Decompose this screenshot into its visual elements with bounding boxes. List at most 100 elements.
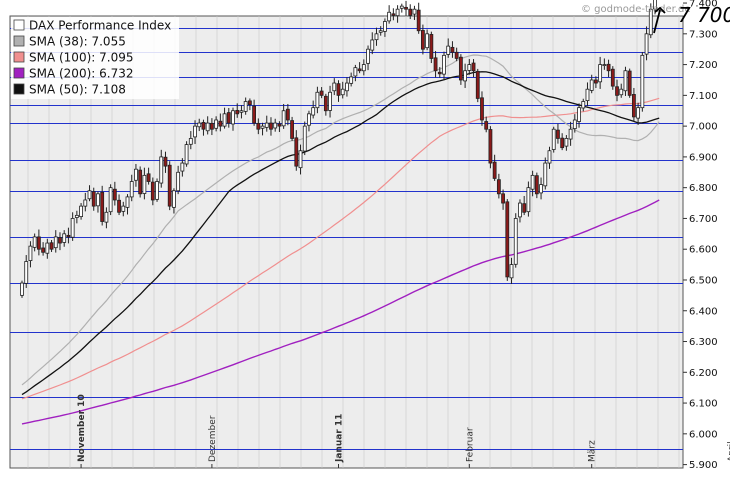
candle-body	[632, 94, 636, 118]
y-tick-label: 6.500	[689, 275, 718, 286]
candle-body	[572, 119, 577, 129]
candle-body	[539, 184, 543, 194]
annotation-text: 7 700	[678, 3, 730, 27]
candle-body	[340, 88, 345, 96]
candle-body	[534, 175, 539, 195]
candle-body	[243, 101, 248, 112]
watermark: © godmode-trader.de	[581, 4, 691, 15]
candle-body	[357, 68, 362, 72]
candle-body	[644, 33, 649, 55]
candle-body	[429, 34, 434, 59]
candle-body	[264, 122, 269, 128]
candle-body	[294, 137, 299, 167]
candle-body	[58, 237, 62, 244]
candle-body	[442, 54, 446, 75]
candle-body	[87, 190, 92, 200]
y-tick-label: 6.400	[689, 306, 718, 317]
candle-body	[83, 199, 88, 207]
candle-body	[277, 123, 282, 127]
candle-body	[564, 138, 569, 147]
candle-body	[585, 88, 590, 101]
candle-body	[247, 100, 252, 105]
candle-body	[319, 90, 324, 96]
candle-body	[302, 125, 307, 152]
legend-swatch	[13, 35, 25, 47]
candle-body	[374, 33, 379, 41]
candle-body	[155, 181, 159, 200]
candle-body	[349, 76, 354, 84]
y-tick-label: 6.600	[689, 245, 718, 256]
candle-body	[513, 218, 518, 265]
candle-body	[176, 171, 181, 192]
candle-body	[361, 64, 366, 72]
candle-body	[640, 54, 645, 109]
candle-body	[446, 45, 451, 55]
candle-body	[395, 8, 400, 17]
candle-body	[416, 9, 421, 32]
candle-body	[606, 63, 611, 72]
candle-body	[366, 48, 370, 64]
candle-body	[648, 8, 653, 36]
candle-body	[404, 6, 408, 10]
candle-body	[383, 21, 387, 32]
candle-body	[594, 79, 598, 84]
candle-body	[74, 214, 79, 218]
candle-body	[420, 30, 425, 50]
candle-body	[484, 121, 489, 130]
candle-body	[530, 174, 535, 190]
candle-body	[201, 122, 206, 130]
candle-body	[112, 188, 117, 201]
candle-body	[222, 113, 227, 127]
candle-body	[556, 129, 560, 139]
candle-body	[543, 162, 548, 187]
month-label: Dezember	[208, 415, 218, 462]
candle-body	[547, 150, 552, 164]
candle-body	[480, 97, 484, 121]
candle-body	[252, 105, 257, 124]
y-tick-label: 7.200	[689, 60, 718, 71]
candle-body	[298, 150, 303, 169]
candle-body	[581, 101, 586, 109]
candle-body	[454, 51, 459, 59]
candle-body	[172, 190, 176, 208]
candle-body	[62, 233, 67, 243]
candle-body	[269, 122, 273, 130]
legend-label: SMA (38): 7.055	[29, 35, 126, 49]
candle-body	[501, 193, 505, 204]
candle-body	[226, 112, 231, 124]
candle-body	[463, 70, 468, 82]
candle-body	[378, 30, 383, 33]
sma-200-line	[21, 199, 660, 425]
candle-body	[96, 193, 100, 207]
y-tick-label: 7.300	[689, 29, 718, 40]
candle-body	[488, 129, 493, 164]
y-tick-label: 6.000	[689, 429, 718, 440]
candle-body	[399, 5, 404, 9]
month-label: April	[727, 441, 730, 462]
candle-body	[45, 242, 50, 254]
candle-body	[32, 236, 37, 248]
candle-body	[134, 168, 138, 181]
candle-body	[353, 67, 358, 77]
candle-body	[653, 0, 657, 10]
sma-38-line	[21, 54, 660, 386]
handwritten-annotation: 7 700	[653, 3, 730, 34]
candle-body	[121, 205, 126, 212]
candle-body	[412, 8, 417, 15]
candle-body	[239, 110, 244, 113]
candle-body	[281, 110, 286, 127]
candle-body	[256, 122, 261, 130]
candle-body	[387, 11, 392, 22]
candle-body	[214, 119, 219, 129]
candle-body	[610, 68, 615, 87]
candle-body	[66, 234, 71, 238]
y-tick-label: 6.700	[689, 214, 718, 225]
y-tick-label: 7.400	[689, 0, 718, 10]
candle-body	[518, 202, 522, 218]
legend-swatch	[13, 51, 25, 63]
candle-body	[24, 261, 29, 284]
legend-label: SMA (200): 6.732	[29, 67, 133, 81]
y-tick-label: 6.300	[689, 337, 718, 348]
y-tick-label: 6.200	[689, 368, 718, 379]
